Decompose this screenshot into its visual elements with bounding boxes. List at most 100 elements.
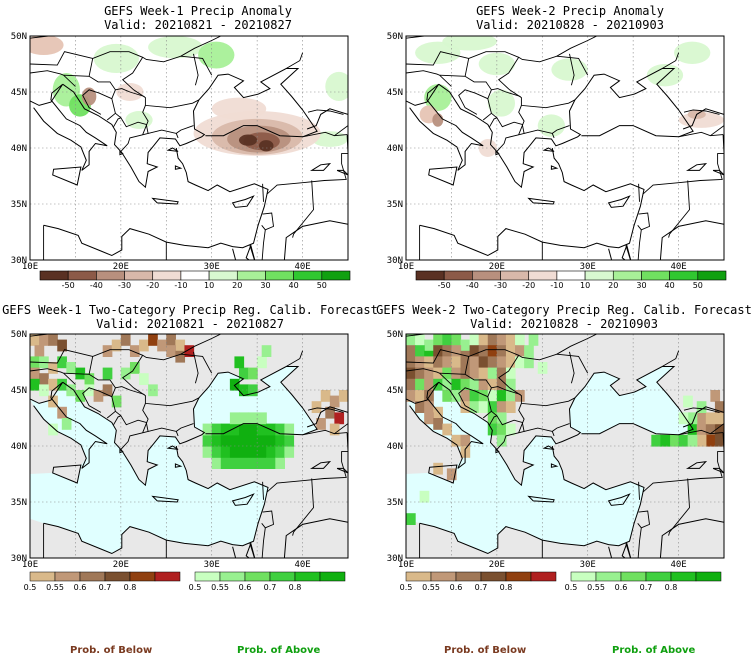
latitude-label: 50N bbox=[11, 32, 27, 42]
prob-cell bbox=[710, 390, 721, 402]
country-border bbox=[406, 368, 452, 385]
prob-cell bbox=[424, 412, 434, 425]
prob-cell bbox=[505, 423, 516, 436]
country-border bbox=[556, 36, 597, 57]
colorbar-tick-label: 0.55 bbox=[587, 583, 605, 592]
country-border bbox=[285, 350, 304, 367]
latitude-label: 45N bbox=[11, 386, 27, 396]
coastline bbox=[309, 163, 332, 171]
prob-cell bbox=[284, 446, 295, 458]
country-border bbox=[302, 429, 348, 436]
prob-cell bbox=[451, 378, 462, 391]
country-border bbox=[518, 105, 525, 135]
prob-cell bbox=[184, 345, 195, 357]
coastline bbox=[62, 366, 318, 487]
prob-cell bbox=[442, 378, 453, 391]
prob-cell bbox=[248, 412, 258, 425]
prob-cell bbox=[111, 395, 122, 408]
prob-above-label-2: Prob. of Above bbox=[612, 645, 696, 656]
coastline bbox=[283, 220, 348, 260]
prob-cell bbox=[424, 401, 434, 413]
prob-cell bbox=[442, 356, 453, 369]
coastline bbox=[428, 464, 458, 484]
country-border bbox=[30, 51, 93, 66]
prob-cell bbox=[48, 423, 58, 436]
prob-cell bbox=[248, 446, 258, 458]
coastline bbox=[151, 495, 179, 503]
coastline bbox=[406, 83, 484, 171]
prob-cell bbox=[478, 378, 489, 391]
prob-cell bbox=[678, 412, 689, 425]
prob-cell bbox=[714, 434, 724, 447]
map-frame bbox=[29, 333, 349, 559]
prob-cell bbox=[515, 345, 525, 357]
colorbar-swatch bbox=[129, 571, 156, 582]
prob-cell bbox=[406, 390, 416, 402]
prob-cell bbox=[696, 412, 707, 425]
prob-cell bbox=[229, 457, 240, 469]
coastline bbox=[495, 150, 500, 156]
country-border bbox=[63, 74, 149, 152]
prob-cell bbox=[433, 418, 443, 430]
country-border bbox=[121, 57, 200, 109]
country-border bbox=[637, 229, 642, 260]
anomaly-colorbar-week1: -50 -40 -30 -20 -10 10 20 30 40 50 bbox=[39, 270, 351, 290]
prob-cell bbox=[406, 367, 416, 380]
colorbar-tick-label: 0.7 bbox=[640, 583, 653, 592]
sea-area bbox=[569, 372, 694, 435]
prob-cell bbox=[433, 334, 443, 346]
prob-cell bbox=[487, 378, 498, 391]
coastline bbox=[419, 147, 645, 257]
prob-cell bbox=[238, 412, 249, 425]
prob-cell bbox=[248, 434, 258, 447]
prob-cell bbox=[705, 412, 716, 425]
country-border bbox=[523, 423, 570, 432]
longitude-label: 10E bbox=[398, 262, 414, 272]
country-border bbox=[262, 481, 264, 500]
anomaly-contour bbox=[487, 89, 516, 117]
country-border bbox=[30, 70, 76, 87]
prob-cell bbox=[148, 384, 158, 397]
map-frame bbox=[405, 333, 725, 559]
prob-cell bbox=[211, 423, 222, 436]
country-border bbox=[302, 131, 348, 138]
colorbar-swatch bbox=[620, 571, 647, 582]
coastline bbox=[685, 461, 708, 469]
prob-cell bbox=[424, 367, 434, 380]
prob-cell bbox=[424, 390, 434, 402]
country-border bbox=[406, 70, 452, 87]
prob-cell bbox=[478, 367, 489, 380]
country-border bbox=[147, 125, 194, 134]
prob-cell bbox=[433, 356, 443, 369]
country-border bbox=[180, 36, 221, 57]
country-border bbox=[661, 52, 680, 69]
prob-cell bbox=[406, 513, 416, 525]
longitude-label: 30E bbox=[204, 560, 220, 570]
latitude-label: 35N bbox=[11, 498, 27, 508]
country-border bbox=[497, 355, 576, 407]
prob-cell bbox=[166, 345, 176, 357]
latitude-label: 50N bbox=[11, 330, 27, 340]
prob-cell bbox=[415, 334, 425, 346]
country-border bbox=[249, 543, 255, 558]
colorbar-tick-label: 0.5 bbox=[565, 583, 578, 592]
prob-cell bbox=[229, 446, 240, 458]
latitude-label: 30N bbox=[11, 256, 27, 266]
country-border bbox=[307, 407, 344, 413]
prob-cell bbox=[175, 350, 186, 363]
prob-cell bbox=[48, 362, 58, 374]
coastline bbox=[62, 68, 318, 189]
map-area bbox=[406, 334, 724, 558]
country-border bbox=[642, 432, 724, 493]
prob-cell bbox=[469, 401, 480, 413]
prob-cell bbox=[275, 434, 285, 447]
map-area bbox=[30, 334, 348, 558]
colorbar-tick-label: 0.7 bbox=[475, 583, 488, 592]
prob-above-label-1: Prob. of Above bbox=[237, 645, 321, 656]
colorbar-swatch bbox=[443, 270, 473, 281]
probability-colorbar-week2: 0.5 0.55 0.6 0.7 0.8 0.5 0.55 0.6 0.7 0.8 bbox=[400, 571, 722, 592]
panel-2-title: GEFS Week-2 Precip Anomaly Valid: 2021082… bbox=[476, 4, 664, 32]
prob-cell bbox=[238, 384, 249, 397]
